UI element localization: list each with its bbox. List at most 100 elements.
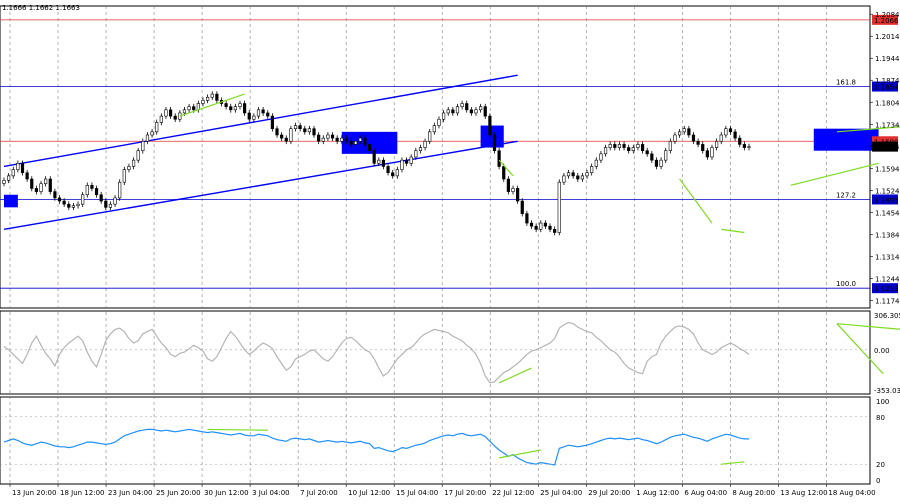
candle-body [53,191,57,199]
y-tick-label: 1.1804 [875,99,900,107]
candle-body [30,178,34,189]
y-tick-label: 1.1454 [875,209,900,217]
fib-label: 161.8 [836,79,856,87]
level-price-tag [872,283,898,294]
candle-body [192,106,196,111]
divergence-line [836,126,900,133]
grid-layer [0,5,871,485]
candle-body [108,203,113,208]
candle-body [381,159,386,167]
candle-body [312,128,316,136]
y-tick-label: 1.1314 [875,253,900,261]
candle-body [441,112,446,120]
candle-body [67,203,71,208]
candle-body [349,140,353,145]
candle-body [81,194,85,205]
candle-body [576,175,580,180]
candle-body [738,137,742,145]
candle-body [122,169,126,183]
x-tick-label: 18 Aug 04:00 [828,489,875,497]
candle-body [645,150,649,155]
candle-body [594,159,598,167]
y-tick-label: 1.1384 [875,231,900,239]
candle-body [363,137,367,145]
candle-body [719,134,723,142]
supply-demand-zone [4,194,18,208]
candle-body [391,172,395,177]
candle-body [715,140,719,148]
candle-body [636,144,640,148]
divergence-line [721,228,745,234]
candle-body [677,131,682,136]
candle-body [150,131,154,136]
candle-body [520,200,524,214]
cci-tick-label: -353.0351 [874,387,900,395]
candle-body [39,183,43,192]
candle-body [455,106,460,114]
candle-body [173,115,177,120]
divergence-line [679,178,713,224]
cci-divergence-line [498,367,532,384]
candle-body [733,131,737,139]
candle-body [127,166,131,170]
divergence-line [790,162,879,186]
x-tick-label: 6 Aug 04:00 [684,489,727,497]
candle-body [400,159,404,170]
candle-body [409,156,413,164]
y-tick-label: 1.2084 [875,11,900,19]
supply-demand-zone [480,125,504,148]
candle-body [608,144,612,148]
fib-label: 127.2 [836,191,856,199]
candle-body [724,128,728,136]
candle-body [705,150,709,158]
candle-body [25,172,29,180]
candle-body [303,128,307,133]
candle-body [335,137,339,142]
x-tick-label: 29 Jul 20:00 [588,489,630,497]
candle-body [668,140,672,152]
candle-body [469,109,473,114]
y-tick-label: 1.1664 [875,143,900,151]
y-tick-label: 1.1944 [875,55,900,63]
candle-body [2,179,6,184]
candle-body [340,137,344,142]
rsi-panel-frame [0,396,871,485]
candle-body [479,106,483,111]
x-tick-label: 18 Jun 12:00 [60,489,104,497]
candle-body [562,175,566,183]
candle-body [76,203,80,207]
candle-body [367,144,372,152]
candle-body [201,100,205,104]
x-tick-label: 15 Jul 04:00 [396,489,438,497]
y-tick-label: 1.1594 [875,165,900,173]
x-tick-label: 3 Jul 04:00 [252,489,290,497]
candle-body [747,146,751,148]
candle-body [664,150,668,161]
candle-body [557,181,561,233]
level-price-tag [872,81,898,92]
divergence-line [179,93,245,117]
candle-body [48,178,52,192]
candle-body [691,134,696,142]
candle-body [687,128,691,136]
candle-body [696,140,700,145]
candle-body [446,109,450,114]
level-price-tag [872,194,898,205]
candle-body [99,194,103,202]
candle-body [432,125,436,133]
candle-body [654,159,659,167]
candle-body [525,213,529,224]
candle-body [451,109,455,114]
candle-body [534,225,538,230]
candle-body [701,144,705,152]
cci-tick-label: 306.3051 [874,312,900,320]
candle-body [418,147,423,152]
y-tick-label: 1.1524 [875,187,900,195]
candle-body [34,188,38,192]
candle-body [224,103,228,107]
ohlc-info: 1.1666 1.1662 1.1663 [2,4,80,12]
candle-body [590,166,594,174]
candle-body [141,140,145,152]
candle-body [566,172,571,177]
